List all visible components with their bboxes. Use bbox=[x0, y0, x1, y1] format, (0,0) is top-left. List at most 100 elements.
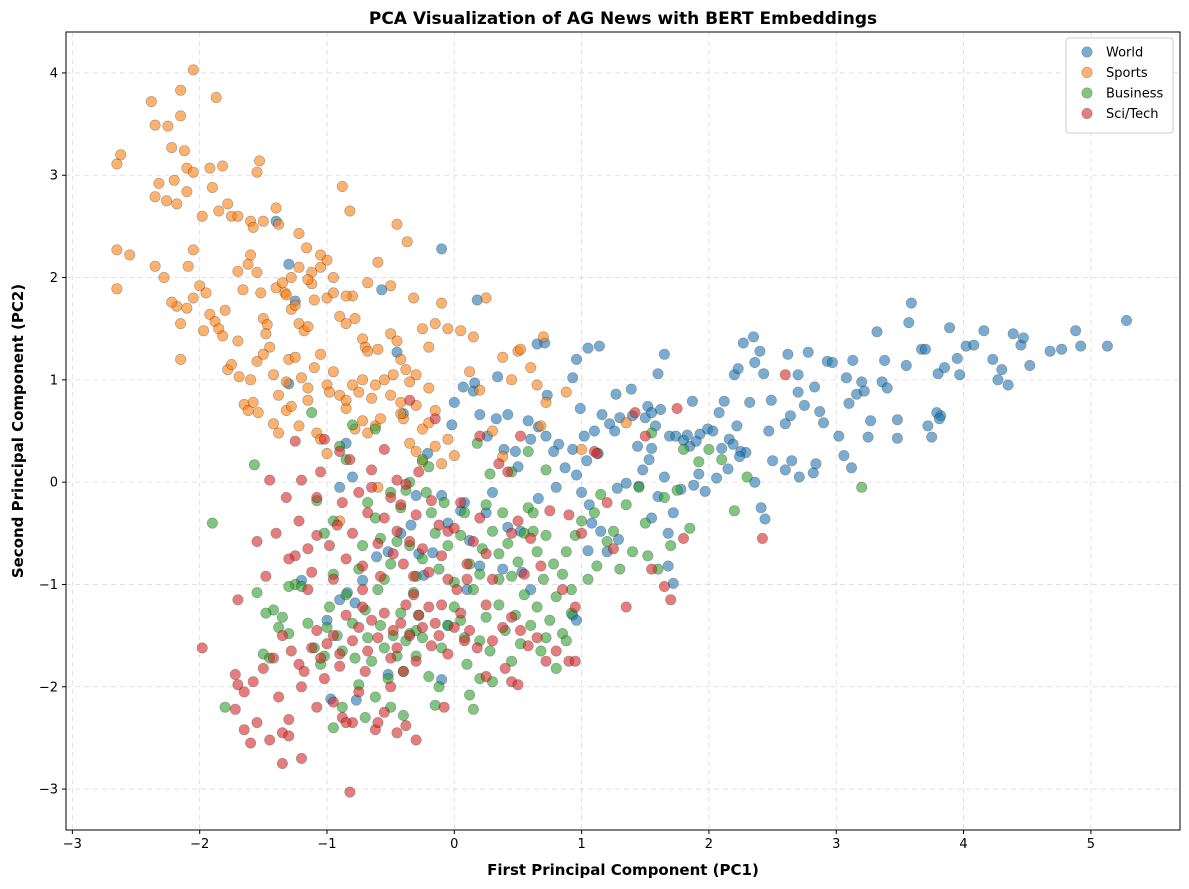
data-point bbox=[391, 535, 403, 547]
data-point bbox=[629, 407, 641, 419]
data-point bbox=[276, 630, 288, 642]
data-point bbox=[560, 386, 572, 398]
data-point bbox=[747, 331, 759, 343]
data-point bbox=[814, 406, 826, 418]
data-point bbox=[665, 594, 677, 606]
data-point bbox=[111, 244, 123, 256]
data-point bbox=[306, 642, 318, 654]
data-point bbox=[264, 734, 276, 746]
data-point bbox=[405, 519, 417, 531]
data-point bbox=[331, 519, 343, 531]
data-point bbox=[840, 372, 852, 384]
data-point bbox=[535, 420, 547, 432]
data-point bbox=[518, 589, 530, 601]
data-point bbox=[366, 464, 378, 476]
data-point bbox=[416, 454, 428, 466]
data-point bbox=[166, 296, 178, 308]
data-point bbox=[620, 499, 632, 511]
data-point bbox=[293, 420, 305, 432]
data-point bbox=[187, 166, 199, 178]
data-point bbox=[525, 362, 537, 374]
data-point bbox=[295, 752, 307, 764]
data-point bbox=[349, 312, 361, 324]
data-point bbox=[732, 363, 744, 375]
data-point bbox=[484, 468, 496, 480]
data-point bbox=[378, 374, 390, 386]
data-point bbox=[461, 658, 473, 670]
data-point bbox=[728, 505, 740, 517]
data-point bbox=[423, 601, 435, 613]
data-point bbox=[642, 550, 654, 562]
data-point bbox=[755, 502, 767, 514]
data-point bbox=[905, 297, 917, 309]
data-point bbox=[570, 614, 582, 626]
data-point bbox=[267, 652, 279, 664]
data-point bbox=[340, 717, 352, 729]
data-point bbox=[423, 566, 435, 578]
data-point bbox=[570, 353, 582, 365]
data-point bbox=[879, 354, 891, 366]
chart-title: PCA Visualization of AG News with BERT E… bbox=[369, 9, 877, 29]
data-point bbox=[518, 568, 530, 580]
data-point bbox=[283, 580, 295, 592]
data-point bbox=[601, 497, 613, 509]
data-point bbox=[497, 621, 509, 633]
data-point bbox=[404, 394, 416, 406]
data-point bbox=[506, 655, 518, 667]
data-point bbox=[1121, 314, 1133, 326]
data-point bbox=[544, 505, 556, 517]
data-point bbox=[845, 462, 857, 474]
data-point bbox=[158, 271, 170, 283]
x-tick-label: −3 bbox=[63, 837, 82, 852]
data-point bbox=[548, 558, 560, 570]
data-point bbox=[474, 512, 486, 524]
data-point bbox=[276, 277, 288, 289]
data-point bbox=[737, 337, 749, 349]
data-point bbox=[261, 319, 273, 331]
data-point bbox=[514, 343, 526, 355]
data-point bbox=[400, 599, 412, 611]
data-point bbox=[162, 120, 174, 132]
data-point bbox=[289, 299, 301, 311]
data-point bbox=[643, 454, 655, 466]
data-point bbox=[847, 354, 859, 366]
data-point bbox=[285, 645, 297, 657]
data-point bbox=[1007, 328, 1019, 340]
data-point bbox=[366, 614, 378, 626]
data-point bbox=[759, 513, 771, 525]
data-point bbox=[926, 431, 938, 443]
data-point bbox=[206, 517, 218, 529]
data-point bbox=[891, 432, 903, 444]
data-point bbox=[340, 394, 352, 406]
data-point bbox=[474, 384, 486, 396]
x-tick-label: 2 bbox=[705, 837, 713, 852]
data-point bbox=[346, 379, 358, 391]
data-point bbox=[639, 517, 651, 529]
data-point bbox=[711, 472, 723, 484]
data-point bbox=[550, 645, 562, 657]
data-point bbox=[429, 318, 441, 330]
data-point bbox=[362, 507, 374, 519]
legend-marker bbox=[1081, 67, 1093, 79]
data-point bbox=[442, 540, 454, 552]
data-point bbox=[410, 734, 422, 746]
data-point bbox=[175, 110, 187, 122]
data-point bbox=[856, 481, 868, 493]
data-point bbox=[308, 362, 320, 374]
series-sci-tech bbox=[196, 369, 791, 798]
data-point bbox=[276, 611, 288, 623]
data-point bbox=[707, 425, 719, 437]
data-point bbox=[321, 621, 333, 633]
data-point bbox=[175, 84, 187, 96]
data-point bbox=[436, 550, 448, 562]
data-point bbox=[391, 642, 403, 654]
data-point bbox=[502, 537, 514, 549]
data-point bbox=[514, 624, 526, 636]
data-point bbox=[340, 553, 352, 565]
data-point bbox=[400, 478, 412, 490]
data-point bbox=[260, 328, 272, 340]
data-point bbox=[346, 635, 358, 647]
data-point bbox=[410, 509, 422, 521]
data-point bbox=[289, 435, 301, 447]
data-point bbox=[442, 433, 454, 445]
